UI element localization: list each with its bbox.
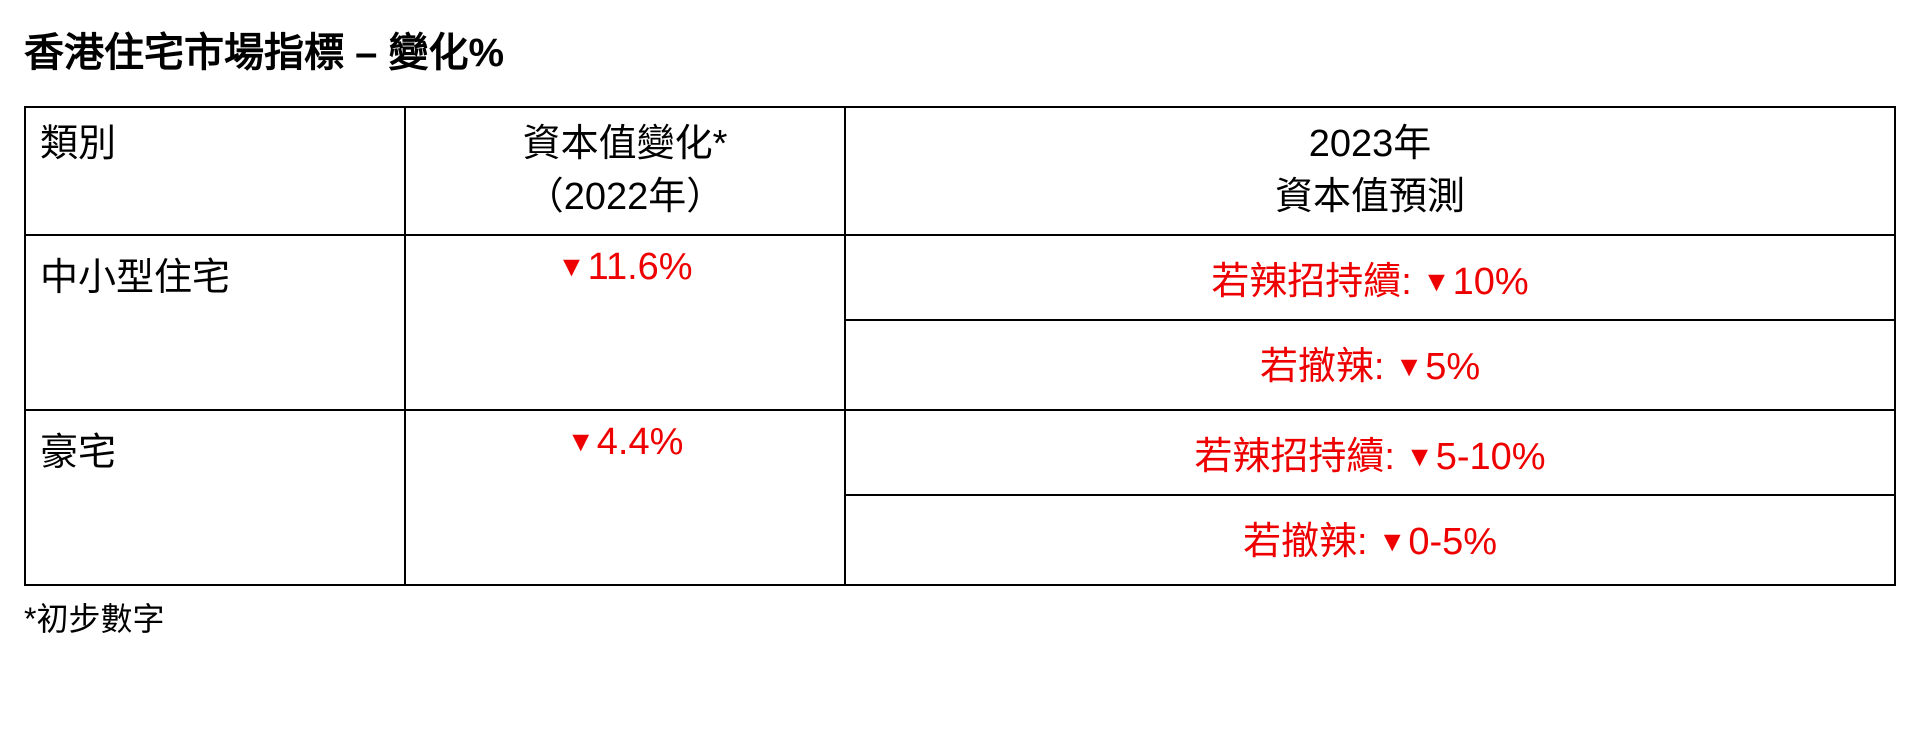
change-value-0: 11.6%: [588, 246, 693, 288]
forecast-value-1a: 5-10%: [1436, 436, 1546, 478]
header-change-line1: 資本值變化*: [523, 123, 728, 165]
table-header-row: 類別 資本值變化* （2022年） 2023年 資本值預測: [25, 107, 1895, 235]
cell-category-1: 豪宅: [25, 410, 405, 585]
category-label-0: 中小型住宅: [40, 257, 230, 299]
forecast-value-1b: 0-5%: [1408, 521, 1497, 563]
header-forecast-line1: 2023年: [1309, 123, 1432, 165]
market-indicators-table: 類別 資本值變化* （2022年） 2023年 資本值預測 中小型住宅 ▼11.…: [24, 106, 1896, 586]
forecast-label-0b: 若撤辣:: [1260, 346, 1395, 388]
triangle-down-icon: ▼: [567, 426, 595, 459]
header-category-label: 類別: [40, 123, 116, 165]
triangle-down-icon: ▼: [1422, 266, 1450, 299]
triangle-down-icon: ▼: [1378, 526, 1406, 559]
forecast-label-1b: 若撤辣:: [1243, 521, 1378, 563]
page-title: 香港住宅市場指標 – 變化%: [24, 20, 1896, 78]
header-category: 類別: [25, 107, 405, 235]
cell-forecast-0a: 若辣招持續: ▼10%: [845, 235, 1895, 320]
table-row: 中小型住宅 ▼11.6% 若辣招持續: ▼10%: [25, 235, 1895, 320]
header-forecast-line2: 資本值預測: [1275, 176, 1465, 218]
change-value-1: 4.4%: [597, 421, 684, 463]
triangle-down-icon: ▼: [1395, 351, 1423, 384]
cell-forecast-1a: 若辣招持續: ▼5-10%: [845, 410, 1895, 495]
cell-forecast-1b: 若撤辣: ▼0-5%: [845, 495, 1895, 585]
header-change: 資本值變化* （2022年）: [405, 107, 845, 235]
cell-forecast-0b: 若撤辣: ▼5%: [845, 320, 1895, 410]
forecast-label-1a: 若辣招持續:: [1194, 436, 1405, 478]
category-label-1: 豪宅: [40, 432, 116, 474]
table-row: 豪宅 ▼4.4% 若辣招持續: ▼5-10%: [25, 410, 1895, 495]
cell-category-0: 中小型住宅: [25, 235, 405, 410]
forecast-label-0a: 若辣招持續:: [1211, 261, 1422, 303]
forecast-value-0b: 5%: [1425, 346, 1480, 388]
footnote: *初步數字: [24, 594, 1896, 640]
forecast-value-0a: 10%: [1453, 261, 1529, 303]
cell-change-0: ▼11.6%: [405, 235, 845, 410]
cell-change-1: ▼4.4%: [405, 410, 845, 585]
triangle-down-icon: ▼: [557, 251, 585, 284]
triangle-down-icon: ▼: [1406, 441, 1434, 474]
header-forecast: 2023年 資本值預測: [845, 107, 1895, 235]
header-change-line2: （2022年）: [526, 176, 725, 218]
